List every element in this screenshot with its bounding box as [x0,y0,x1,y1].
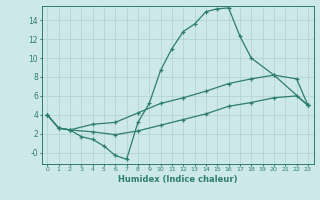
X-axis label: Humidex (Indice chaleur): Humidex (Indice chaleur) [118,175,237,184]
